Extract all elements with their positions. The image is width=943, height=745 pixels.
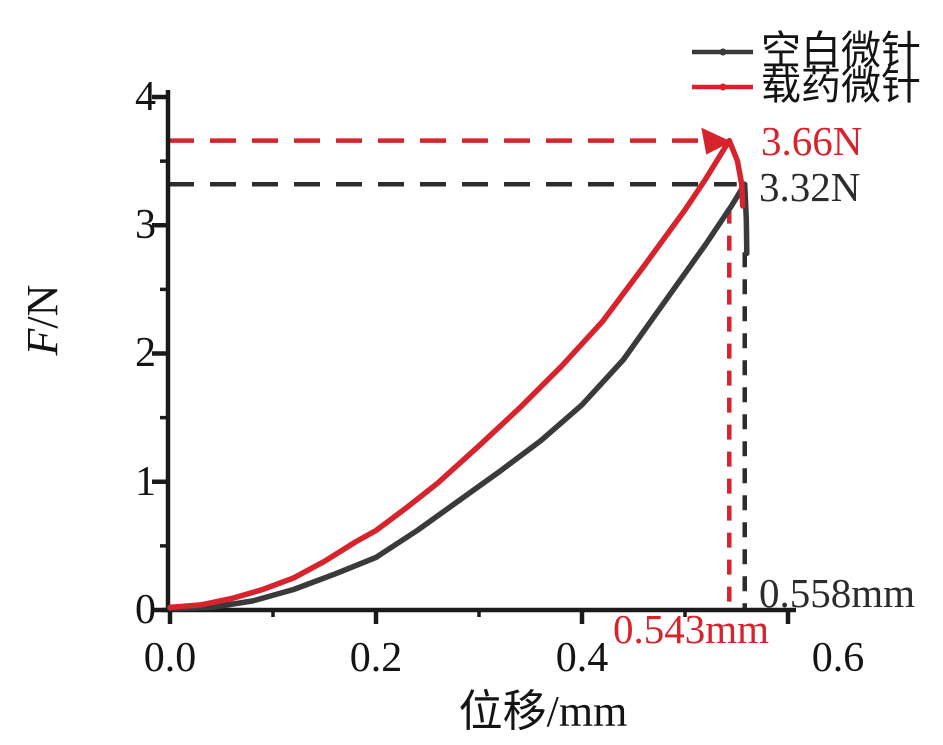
y-axis-title: F/N: [18, 266, 67, 374]
y-tick-label-3: 3: [135, 202, 156, 248]
legend-marker-drug-loaded-microneedle: [719, 83, 727, 91]
annotation-peak-displacement-drug: 0.543mm: [613, 606, 770, 652]
y-tick-label-0: 0: [135, 587, 156, 633]
curve-drug-loaded-microneedle: [167, 137, 746, 611]
legend-marker-blank-microneedle: [719, 48, 727, 56]
x-tick-label-0.4: 0.4: [555, 635, 609, 681]
annotation-peak-force-drug: 3.66N: [761, 118, 863, 164]
x-tick-label-0.2: 0.2: [349, 635, 403, 681]
annotation-peak-displacement-blank: 0.558mm: [759, 570, 916, 616]
y-tick-label-1: 1: [135, 459, 156, 505]
x-tick-label-0.6: 0.6: [811, 635, 865, 681]
legend-label-drug-microneedle: 载药微针: [761, 63, 921, 108]
y-tick-label-4: 4: [135, 74, 156, 120]
y-tick-label-2: 2: [135, 330, 156, 376]
y-axis-title-symbol: F: [18, 328, 67, 356]
y-axis-title-unit: /N: [18, 284, 67, 329]
legend-label-blank-microneedle: 空白微针: [761, 28, 921, 73]
x-axis-title: 位移/mm: [458, 687, 628, 736]
curve-blank-microneedle: [167, 181, 750, 612]
annotation-peak-force-blank: 3.32N: [759, 164, 861, 210]
x-tick-label-0.0: 0.0: [143, 635, 197, 681]
guide-arrowhead: [701, 127, 732, 155]
